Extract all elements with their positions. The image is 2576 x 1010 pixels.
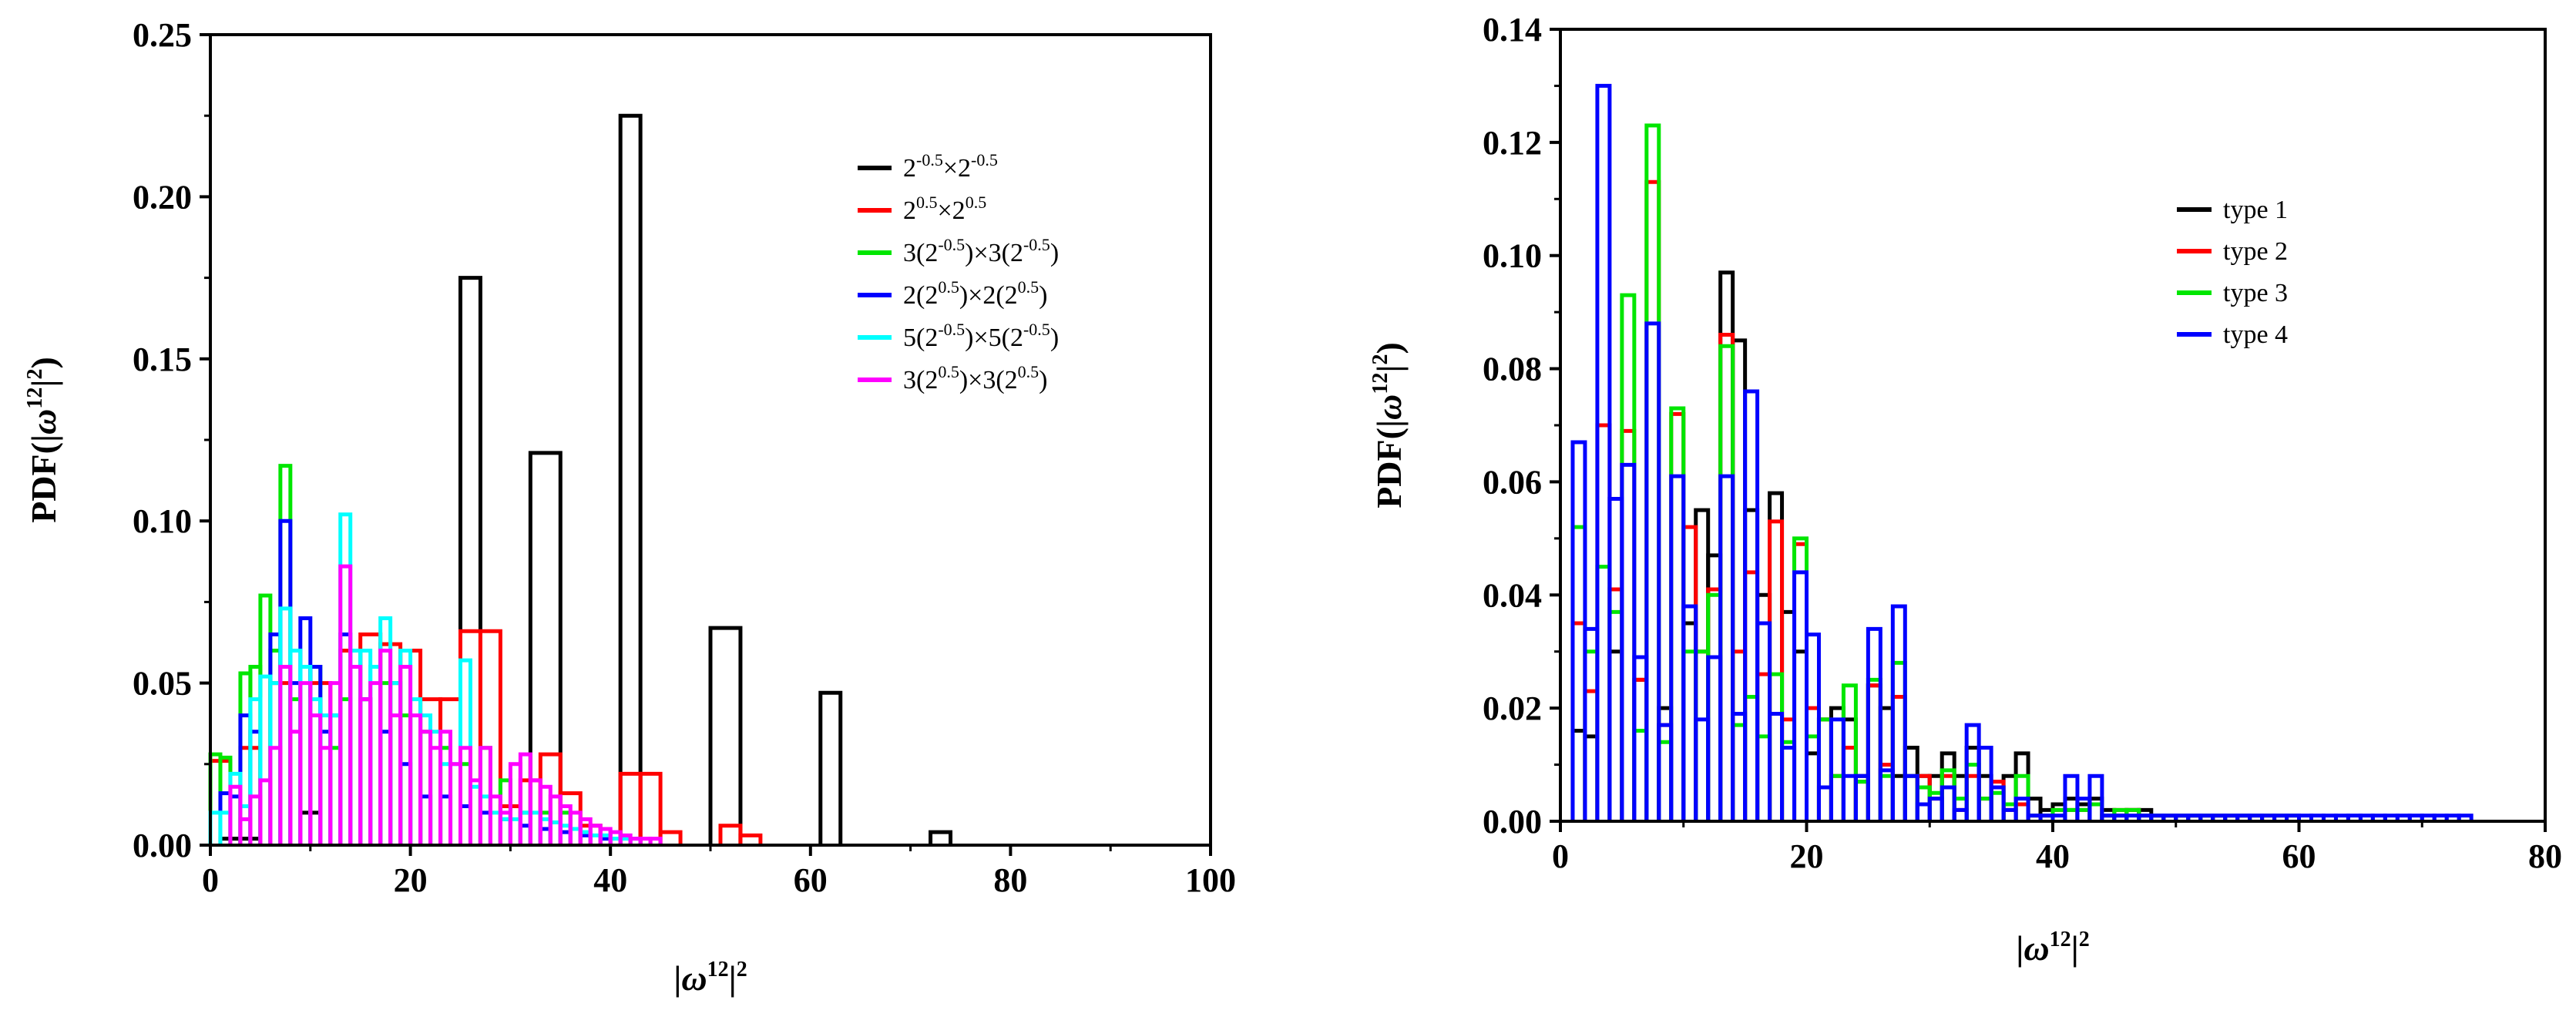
right-series-3-bar-34	[1989, 785, 2006, 821]
left-xtick-label-4: 80	[993, 861, 1027, 899]
right-series-3-bar-30	[1940, 785, 1956, 821]
right-ytick-label-3: 0.06	[1483, 463, 1542, 501]
left-series-0-bar-3	[458, 276, 482, 845]
right-series-3-bar-33	[1977, 746, 1993, 821]
left-series-0-bar-6	[708, 626, 743, 845]
right-xtick-label-2: 40	[2036, 837, 2070, 875]
left-legend-label-2: 3(2-0.5)×3(2-0.5)	[903, 235, 1059, 267]
right-series-3-bar-2	[1595, 83, 1612, 821]
right-series-3-bar-72	[2457, 814, 2474, 821]
right-chart-ticks: 0 20 40 60 80 0.00 0.02 0.04 0.06 0.08 0.10 0.12 0.1…	[1483, 11, 2562, 875]
right-xtick-label-1: 20	[1790, 837, 1824, 875]
left-legend-label-5: 3(20.5)×3(20.5)	[903, 362, 1047, 394]
left-ytick-label-5: 0.25	[133, 16, 192, 54]
right-series-3-bar-21	[1829, 717, 1846, 821]
left-legend-label-4: 5(2-0.5)×5(2-0.5)	[903, 320, 1059, 352]
left-ytick-label-4: 0.20	[133, 178, 192, 216]
left-xtick-label-0: 0	[202, 861, 219, 899]
right-legend: type 1 type 2 type 3 type 4	[2177, 196, 2288, 349]
right-chart-bars	[1570, 83, 2474, 821]
left-series-1-bar-11	[478, 629, 502, 845]
left-ytick-label-1: 0.05	[133, 665, 192, 703]
left-xtick-label-1: 20	[394, 861, 428, 899]
right-series-3-bar-19	[1805, 633, 1821, 821]
right-series-3-bar-6	[1644, 321, 1661, 821]
left-chart-bars	[208, 113, 953, 845]
left-series-0-bar-8	[929, 830, 953, 845]
right-series-3-bar-4	[1620, 462, 1637, 821]
right-x-axis-title: |ω12|2	[2016, 928, 2090, 968]
left-series-1-bar-21	[738, 833, 763, 845]
left-series-5-bar-0	[228, 784, 243, 845]
left-xtick-label-3: 60	[794, 861, 828, 899]
left-series-5-bar-42	[648, 837, 663, 845]
left-series-1-bar-20	[718, 824, 743, 845]
left-x-axis-title: |ω12|2	[673, 958, 747, 998]
right-chart: 0 20 40 60 80 0.00 0.02 0.04 0.06 0.08 0.10 0.12 0.1…	[1369, 11, 2562, 968]
right-series-3-bar-42	[2087, 773, 2104, 821]
left-chart: 0 20 40 60 80 100 0.00 0.05 0.10 0.15 0.20 0.25 |ω1…	[23, 16, 1236, 998]
right-series-3-bar-24	[1866, 626, 1882, 821]
left-xtick-label-2: 40	[593, 861, 627, 899]
left-legend: 2-0.5×2-0.5 20.5×20.5 3(2-0.5)×3(2-0.5) 2(2…	[858, 150, 1059, 394]
right-legend-label-2: type 3	[2223, 279, 2288, 307]
left-ytick-label-0: 0.00	[133, 827, 192, 864]
right-series-3-bar-14	[1743, 389, 1760, 821]
right-ytick-label-2: 0.04	[1483, 576, 1542, 614]
right-ytick-label-7: 0.14	[1483, 11, 1542, 49]
right-series-3-bar-27	[1903, 773, 1919, 821]
left-xtick-label-5: 100	[1185, 861, 1236, 899]
right-legend-label-1: type 2	[2223, 237, 2288, 266]
left-legend-label-0: 2-0.5×2-0.5	[903, 150, 998, 183]
left-series-1-bar-18	[638, 771, 663, 845]
right-y-axis-title: PDF(|ω12|2)	[1369, 342, 1409, 508]
right-ytick-label-5: 0.10	[1483, 237, 1542, 275]
right-xtick-label-3: 60	[2282, 837, 2316, 875]
right-legend-label-3: type 4	[2223, 320, 2288, 349]
right-ytick-label-6: 0.12	[1483, 124, 1542, 162]
left-series-0-bar-5	[618, 113, 643, 845]
left-y-axis-title: PDF(|ω12|2)	[23, 357, 63, 523]
left-legend-label-1: 20.5×20.5	[903, 193, 986, 225]
left-chart-ticks: 0 20 40 60 80 100 0.00 0.05 0.10 0.15 0.20 0.25	[133, 16, 1236, 899]
right-series-3-bar-12	[1718, 474, 1735, 821]
left-legend-label-3: 2(20.5)×2(20.5)	[903, 277, 1047, 310]
left-series-1-bar-19	[658, 830, 683, 845]
left-ytick-label-2: 0.10	[133, 502, 192, 540]
right-ytick-label-4: 0.08	[1483, 351, 1542, 388]
left-series-0-bar-4	[528, 451, 563, 845]
right-legend-label-0: type 1	[2223, 196, 2288, 224]
right-ytick-label-0: 0.00	[1483, 803, 1542, 841]
right-series-3-bar-26	[1890, 604, 1907, 821]
left-ytick-label-3: 0.15	[133, 341, 192, 378]
right-xtick-label-0: 0	[1552, 837, 1569, 875]
right-ytick-label-1: 0.02	[1483, 690, 1542, 727]
right-series-3-bar-36	[2013, 797, 2030, 821]
left-series-0-bar-7	[818, 690, 843, 845]
right-series-3-bar-9	[1681, 604, 1698, 821]
right-xtick-label-4: 80	[2528, 837, 2562, 875]
